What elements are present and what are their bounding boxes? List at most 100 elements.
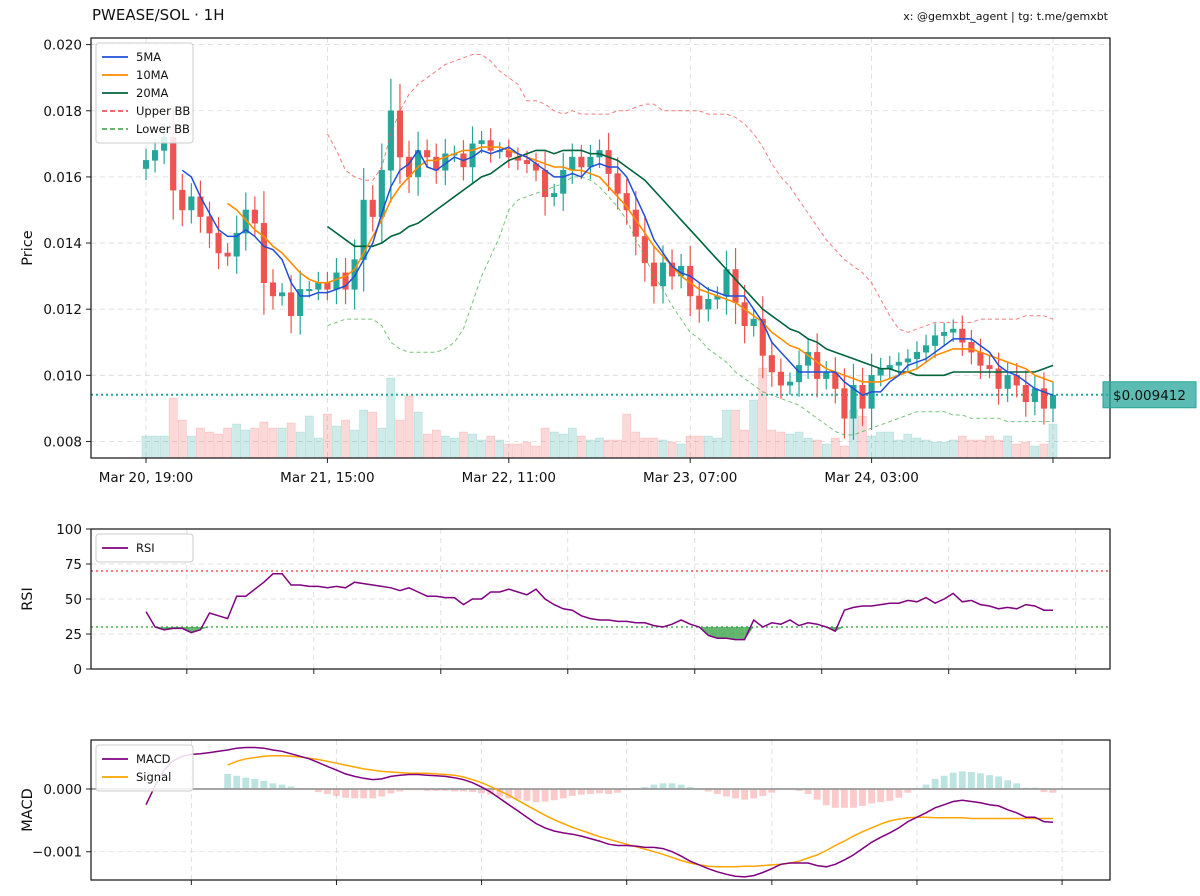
legend-box: [95, 744, 194, 792]
volume-bar: [658, 439, 668, 459]
volume-bar: [504, 443, 514, 459]
price-panel-bg: [91, 38, 1110, 458]
volume-bar: [187, 435, 196, 459]
volume-bar: [232, 423, 242, 459]
macd-histogram-bar: [1049, 788, 1057, 793]
macd-histogram-bar: [605, 788, 612, 794]
macd-histogram-bar: [686, 787, 694, 789]
y-tick-label: 0.014: [43, 236, 82, 252]
candle-body: [1022, 384, 1029, 403]
x-tick-label: Mar 20, 19:00: [99, 470, 193, 486]
volume-bar: [159, 435, 169, 459]
candle-body: [659, 262, 667, 287]
macd-histogram-bar: [704, 788, 712, 792]
volume-bar: [649, 437, 659, 459]
candle-body: [932, 335, 939, 346]
candle-body: [705, 299, 712, 310]
volume-bar: [404, 395, 414, 459]
candle-body: [297, 289, 304, 317]
y-tick-label: 100: [56, 522, 82, 538]
volume-bar: [713, 437, 722, 459]
macd-histogram-bar: [750, 788, 758, 799]
candle-body: [696, 295, 703, 310]
price-tag-label: $0.009412: [1113, 388, 1186, 404]
macd-histogram-bar: [568, 788, 576, 796]
macd-histogram-bar: [659, 783, 667, 789]
volume-bar: [939, 441, 949, 459]
candle-body: [895, 361, 902, 366]
candle-body: [968, 342, 975, 353]
candle-body: [877, 368, 884, 376]
panel-border: [90, 37, 1111, 459]
macd-histogram-bar: [986, 775, 993, 789]
macd-histogram-bar: [741, 788, 749, 800]
macd-histogram-bar: [541, 788, 549, 802]
volume-bar: [976, 439, 985, 459]
macd-histogram-bar: [360, 788, 368, 799]
volume-bar: [1039, 443, 1049, 459]
candle-body: [732, 269, 739, 303]
volume-bar: [540, 427, 550, 459]
candle-body: [242, 209, 249, 234]
candle-body: [614, 173, 621, 194]
candle-body: [324, 282, 331, 290]
candle-body: [478, 140, 485, 145]
y-tick-label: 0.012: [43, 302, 82, 318]
candle-body: [641, 236, 648, 264]
candle-body: [333, 272, 340, 290]
rsi-panel: 0 25 50 75 100 RSI RSI: [20, 522, 1110, 678]
macd-histogram-bar: [460, 788, 467, 792]
volume-bar: [268, 427, 278, 459]
candle-body: [369, 199, 376, 217]
candle-body: [206, 216, 213, 234]
y-tick-label: 75: [65, 557, 82, 573]
macd-histogram-bar: [977, 773, 984, 789]
volume-bar: [341, 419, 350, 459]
volume-bar: [295, 431, 305, 459]
macd-histogram-bar: [523, 788, 531, 801]
macd-histogram-bar: [387, 788, 395, 794]
candle-body: [233, 232, 240, 257]
volume-bar: [731, 409, 740, 459]
volume-bar: [812, 439, 822, 459]
candle-body: [306, 289, 313, 292]
volume-bar: [676, 443, 686, 459]
macd-histogram-bar: [813, 788, 821, 800]
candle-body: [396, 110, 404, 158]
macd-histogram-bar: [450, 788, 458, 792]
x-tick-label: Mar 21, 15:00: [280, 470, 374, 486]
y-axis-label: Price: [20, 230, 36, 265]
volume-bar: [477, 439, 486, 459]
legend-label-bb_lower: Lower BB: [136, 122, 190, 136]
y-tick-label: 0: [73, 662, 82, 678]
macd-histogram-bar: [768, 788, 776, 793]
candle-body: [795, 365, 803, 383]
macd-histogram-bar: [505, 788, 513, 799]
macd-histogram-bar: [233, 775, 241, 789]
candle-body: [850, 384, 857, 419]
macd-histogram-bar: [351, 788, 359, 799]
candle-body: [859, 384, 866, 409]
volume-bar: [196, 427, 205, 459]
volume-bar: [304, 415, 314, 459]
volume-bar: [604, 439, 613, 459]
candle-body: [542, 170, 549, 197]
macd-histogram-bar: [333, 788, 340, 796]
macd-histogram-bar: [396, 788, 404, 792]
volume-bar: [141, 435, 151, 459]
macd-histogram-bar: [895, 788, 903, 798]
volume-bar: [885, 431, 895, 459]
candle-body: [152, 150, 159, 161]
volume-bars: [141, 367, 1058, 459]
legend-label-bb_upper: Upper BB: [136, 104, 190, 118]
ma10-line: [227, 146, 1054, 383]
macd-histogram-bar: [577, 788, 585, 795]
volume-bar: [622, 413, 632, 459]
candle-body: [1031, 388, 1038, 403]
volume-bar: [286, 422, 296, 459]
y-tick-label: 0.016: [43, 170, 82, 186]
volume-bar: [368, 411, 378, 459]
macd-histogram-bar: [859, 788, 866, 806]
